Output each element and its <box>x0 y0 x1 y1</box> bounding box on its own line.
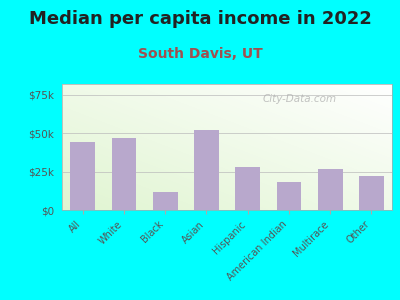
Bar <box>235 167 260 210</box>
Bar <box>112 138 136 210</box>
Bar <box>318 169 342 210</box>
Bar <box>194 130 219 210</box>
Bar <box>359 176 384 210</box>
Bar <box>276 182 301 210</box>
Text: City-Data.com: City-Data.com <box>262 94 337 104</box>
Bar <box>70 142 95 210</box>
Text: South Davis, UT: South Davis, UT <box>138 46 262 61</box>
Text: Median per capita income in 2022: Median per capita income in 2022 <box>28 11 372 28</box>
Bar <box>153 192 178 210</box>
